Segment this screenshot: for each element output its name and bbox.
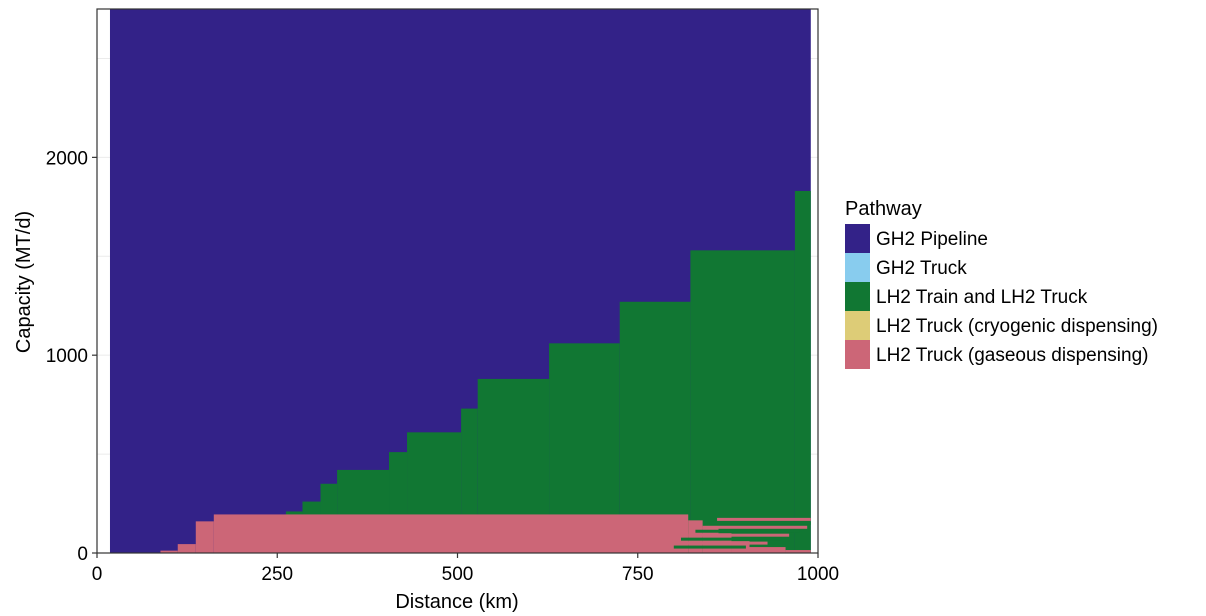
area-lh2-gaseous-step-0 (160, 550, 178, 553)
legend-label-4: LH2 Truck (gaseous dispensing) (876, 345, 1148, 366)
area-lh2-gaseous-step-1 (177, 544, 196, 553)
legend-swatch-1 (845, 253, 870, 282)
stripe-7 (717, 517, 811, 521)
x-axis: 0 250 500 750 1000 (92, 553, 839, 585)
y-tick-label: 0 (77, 544, 88, 565)
legend-label-2: LH2 Train and LH2 Truck (876, 287, 1088, 308)
area-lh2-train-step-10 (690, 250, 795, 553)
area-lh2-gaseous-step-3 (213, 514, 689, 553)
stripe-2 (681, 537, 782, 541)
y-axis: 0 1000 2000 (46, 148, 97, 565)
legend-swatch-4 (845, 340, 870, 369)
legend-swatch-0 (845, 224, 870, 253)
area-lh2-train-step-11 (794, 190, 811, 553)
chart-marks (109, 9, 811, 553)
stripe-6 (709, 521, 811, 525)
x-axis-title: Distance (km) (395, 591, 518, 613)
area-lh2-gaseous-step-8 (749, 547, 786, 553)
legend-swatch-3 (845, 311, 870, 340)
legend-label-3: LH2 Truck (cryogenic dispensing) (876, 316, 1158, 337)
area-lh2-gaseous-step-9 (785, 550, 811, 553)
y-tick-label: 1000 (46, 346, 88, 367)
y-axis-title: Capacity (MT/d) (13, 211, 35, 353)
x-tick-label: 0 (92, 564, 103, 585)
stripe-3 (688, 533, 790, 537)
legend: Pathway GH2 Pipeline GH2 Truck LH2 Train a… (845, 198, 1158, 369)
legend-label-0: GH2 Pipeline (876, 229, 988, 250)
x-tick-label: 1000 (797, 564, 839, 585)
x-tick-label: 500 (442, 564, 474, 585)
x-tick-label: 250 (261, 564, 293, 585)
area-lh2-gaseous-step-2 (195, 521, 214, 553)
stripe-0 (673, 545, 746, 549)
x-tick-label: 750 (622, 564, 654, 585)
area-lh2-train-step-9 (619, 301, 691, 553)
y-tick-label: 2000 (46, 148, 88, 169)
legend-title: Pathway (845, 198, 922, 220)
legend-label-1: GH2 Truck (876, 258, 967, 279)
stripe-1 (673, 541, 768, 545)
stripe-4 (695, 529, 800, 533)
legend-swatch-2 (845, 282, 870, 311)
stripe-5 (702, 525, 808, 529)
